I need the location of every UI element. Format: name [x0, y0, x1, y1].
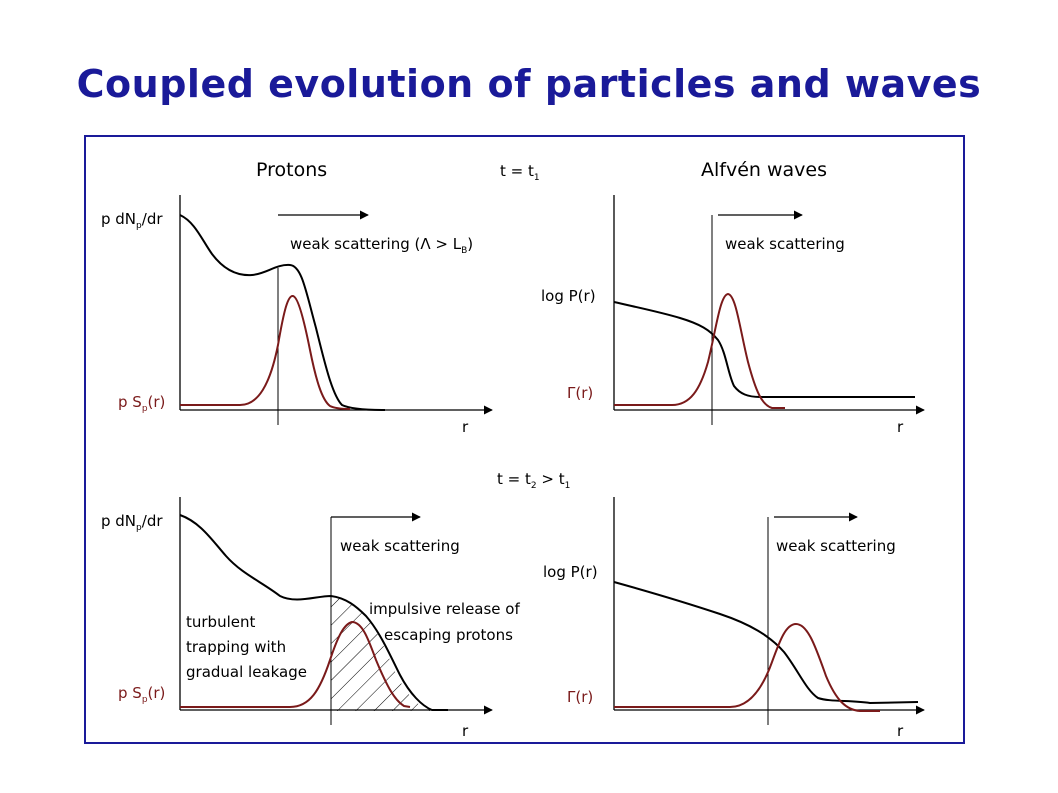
panel-waves-t2: log P(r) Γ(r) weak scattering r: [543, 497, 925, 740]
x-label-r: r: [462, 418, 469, 436]
wave-power-curve: [613, 581, 919, 705]
figure-frame: [84, 135, 965, 744]
x-label-r: r: [462, 722, 469, 740]
panel-waves-t1: log P(r) Γ(r) weak scattering r: [541, 195, 925, 436]
scattering-label: weak scattering: [776, 537, 896, 555]
y-label-logP: log P(r): [541, 287, 596, 305]
x-label-r: r: [897, 418, 904, 436]
trapping-note-line-3: gradual leakage: [186, 663, 307, 681]
time-label-t2: t = t2 > t1: [497, 470, 570, 491]
source-label: p Sp(r): [118, 393, 165, 414]
x-label-r: r: [897, 722, 904, 740]
release-note-line-1: impulsive release of: [369, 600, 520, 618]
panel-protons-t1: p dNp/dr p Sp(r) weak scattering (Λ > LB…: [101, 195, 493, 436]
release-note-line-2: escaping protons: [384, 626, 513, 644]
growth-label: Γ(r): [567, 688, 593, 706]
heading-protons: Protons: [256, 159, 327, 181]
scattering-label: weak scattering: [725, 235, 845, 253]
heading-waves: Alfvén waves: [701, 159, 827, 181]
source-label: p Sp(r): [118, 684, 165, 705]
growth-label: Γ(r): [567, 384, 593, 402]
y-label-dNdr: p dNp/dr: [101, 512, 163, 533]
slide-title: Coupled evolution of particles and waves: [76, 62, 982, 106]
scattering-label: weak scattering: [340, 537, 460, 555]
time-label-t1: t = t1: [500, 162, 540, 183]
y-label-dNdr: p dNp/dr: [101, 210, 163, 231]
proton-distribution-curve: [179, 214, 386, 411]
scattering-label: weak scattering (Λ > LB): [290, 235, 473, 256]
wave-power-curve: [613, 301, 915, 398]
growth-rate-curve: [614, 292, 785, 409]
trapping-note-line-2: trapping with: [186, 638, 286, 656]
panel-protons-t2: p dNp/dr p Sp(r) weak scattering turbule…: [101, 497, 520, 740]
growth-rate-curve: [614, 622, 880, 712]
proton-source-curve: [180, 620, 411, 708]
trapping-note-line-1: turbulent: [186, 613, 255, 631]
proton-distribution-curve: [179, 514, 448, 711]
y-label-logP: log P(r): [543, 563, 598, 581]
proton-source-curve: [180, 295, 351, 410]
